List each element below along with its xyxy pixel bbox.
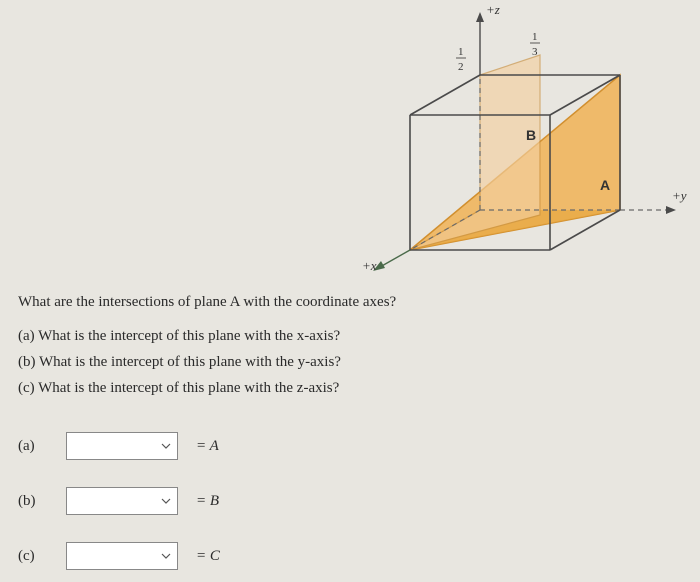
answer-select-b[interactable] [66, 487, 178, 515]
plane-label-a: A [600, 177, 610, 193]
answer-row-a: (a) = A [18, 432, 219, 460]
axis-label-z: +z [486, 2, 500, 17]
question-c: (c) What is the intercept of this plane … [18, 376, 682, 400]
chevron-down-icon [161, 496, 171, 506]
fraction-half-den: 2 [458, 61, 464, 73]
answer-row-b: (b) = B [18, 487, 219, 515]
answer-select-a[interactable] [66, 432, 178, 460]
plane-b-shape [410, 55, 540, 250]
axis-label-y: +y [672, 188, 687, 203]
chevron-down-icon [161, 441, 171, 451]
question-main: What are the intersections of plane A wi… [18, 290, 682, 314]
answer-label-a: (a) [18, 438, 66, 455]
answer-eq-a: = A [196, 438, 219, 455]
answer-eq-b: = B [196, 493, 219, 510]
answer-label-c: (c) [18, 548, 66, 565]
answer-label-b: (b) [18, 493, 66, 510]
fraction-third-den: 3 [532, 46, 538, 58]
chevron-down-icon [161, 551, 171, 561]
question-block: What are the intersections of plane A wi… [18, 290, 682, 402]
answer-eq-c: = C [196, 548, 220, 565]
diagram-cube: 1 2 1 3 +z +y B A [350, 0, 690, 280]
axis-label-x: +x [362, 258, 377, 274]
answer-select-c[interactable] [66, 542, 178, 570]
answer-row-c: (c) = C [18, 542, 220, 570]
fraction-half-num: 1 [458, 46, 464, 58]
question-b: (b) What is the intercept of this plane … [18, 350, 682, 374]
plane-label-b: B [526, 127, 536, 143]
question-a: (a) What is the intercept of this plane … [18, 324, 682, 348]
fraction-third-num: 1 [532, 31, 538, 43]
